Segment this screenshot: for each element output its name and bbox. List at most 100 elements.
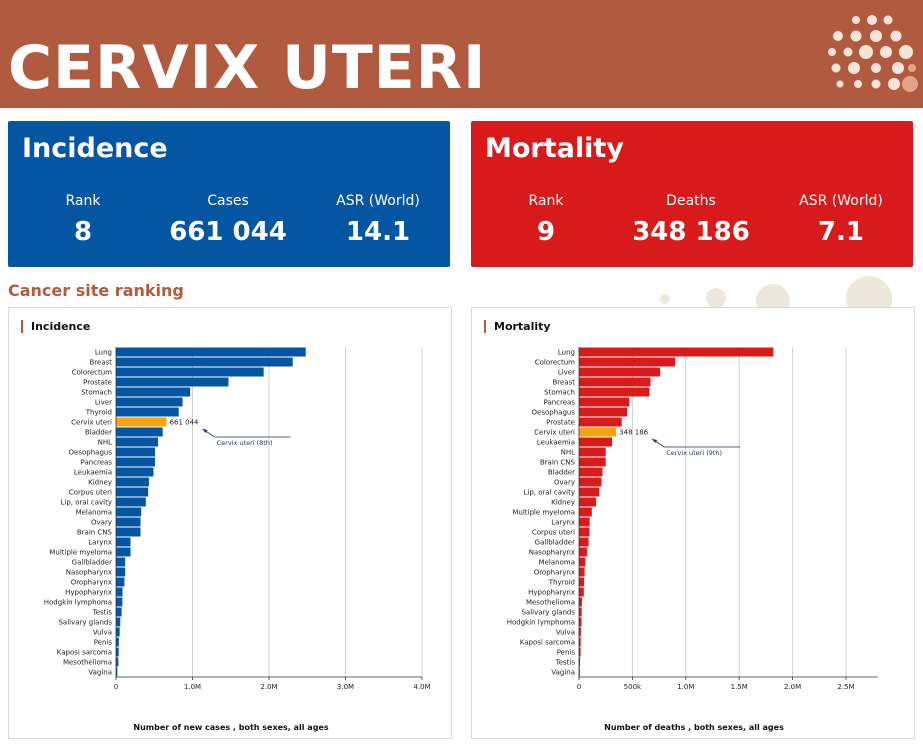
y-tick-label: Oropharynx xyxy=(534,569,575,577)
y-tick-label: Vulva xyxy=(556,629,575,637)
bar xyxy=(579,397,630,407)
bar xyxy=(116,357,293,367)
bar xyxy=(579,427,617,437)
bar xyxy=(116,457,156,467)
mortality-rank-stat: Rank 9 xyxy=(501,193,591,247)
bar xyxy=(579,647,581,657)
bar xyxy=(579,357,676,367)
y-tick-label: Breast xyxy=(89,359,112,367)
y-tick-label: Brain CNS xyxy=(540,459,576,467)
y-tick-label: Leukaemia xyxy=(537,439,575,447)
y-tick-label: Melanoma xyxy=(539,559,575,567)
bar xyxy=(579,577,585,587)
y-tick-label: Mesothelioma xyxy=(63,659,112,667)
y-tick-label: Ovary xyxy=(554,479,575,487)
mortality-chart: 0 500k 1.0M 1.5M 2.0M 2.5M Lung Colorectum Liver… xyxy=(471,307,915,739)
y-tick-label: Thyroid xyxy=(548,579,575,587)
mortality-title: Mortality xyxy=(485,133,624,164)
bar xyxy=(579,627,581,637)
y-tick-label: Hodgkin lymphoma xyxy=(44,599,112,607)
y-tick-label: Liver xyxy=(558,369,575,377)
highlight-value-label: 661 044 xyxy=(170,419,199,427)
y-tick-label: Ovary xyxy=(91,519,112,527)
bar xyxy=(579,467,603,477)
y-tick-label: Kidney xyxy=(551,499,575,507)
y-tick-label: Multiple myeloma xyxy=(49,549,112,557)
bar xyxy=(116,387,191,397)
y-tick-label: Gallbladder xyxy=(535,539,575,547)
bar xyxy=(579,517,590,527)
bar xyxy=(116,627,120,637)
y-tick-label: Salivary glands xyxy=(521,609,575,617)
y-tick-label: Vulva xyxy=(93,629,112,637)
y-tick-label: Prostate xyxy=(83,379,112,387)
bar xyxy=(116,577,125,587)
decorative-dot xyxy=(660,294,670,304)
bar xyxy=(116,447,156,457)
bar xyxy=(116,347,306,357)
annotation-label: Cervix uteri (9th) xyxy=(666,449,722,457)
bar xyxy=(116,537,131,547)
y-tick-label: Nasopharynx xyxy=(529,549,575,557)
bar xyxy=(116,507,142,517)
y-tick-label: Melanoma xyxy=(76,509,112,517)
bar xyxy=(579,587,584,597)
mortality-asr-label: ASR (World) xyxy=(799,193,883,209)
incidence-cases-label: Cases xyxy=(207,193,249,209)
y-tick-label: Bladder xyxy=(85,429,112,437)
incidence-asr-stat: ASR (World) 14.1 xyxy=(318,193,438,247)
y-tick-label: Lip, oral cavity xyxy=(61,499,112,507)
bar xyxy=(116,367,264,377)
bar xyxy=(579,617,582,627)
incidence-chart-title: Incidence xyxy=(21,320,90,333)
y-tick-label: Larynx xyxy=(551,519,575,527)
y-tick-label: Cervix uteri xyxy=(534,429,575,437)
bar xyxy=(116,597,123,607)
bar xyxy=(579,537,589,547)
bar xyxy=(116,667,118,677)
y-tick-label: Colorectum xyxy=(535,359,575,367)
mortality-chart-svg: 0 500k 1.0M 1.5M 2.0M 2.5M Lung Colorectum Liver… xyxy=(507,347,878,691)
mortality-rank-label: Rank xyxy=(528,193,564,209)
y-tick-label: Liver xyxy=(95,399,112,407)
x-tick-label: 2.5M xyxy=(837,683,854,691)
mortality-deaths-stat: Deaths 348 186 xyxy=(621,193,761,247)
bar xyxy=(116,377,229,387)
bar xyxy=(116,397,183,407)
y-tick-label: Hodgkin lymphoma xyxy=(507,619,575,627)
y-tick-label: Kaposi sarcoma xyxy=(57,649,112,657)
mortality-x-axis-label: Number of deaths , both sexes, all ages xyxy=(604,723,784,732)
incidence-rank-stat: Rank 8 xyxy=(38,193,128,247)
annotation-arrow-icon xyxy=(652,439,658,443)
y-tick-label: Mesothelioma xyxy=(526,599,575,607)
mortality-asr-value: 7.1 xyxy=(817,217,865,247)
bar xyxy=(116,407,179,417)
x-tick-label: 1.0M xyxy=(184,683,201,691)
y-tick-label: Bladder xyxy=(548,469,575,477)
bar xyxy=(579,377,651,387)
y-tick-label: Brain CNS xyxy=(77,529,113,537)
y-tick-label: Hypopharynx xyxy=(528,589,575,597)
mortality-deaths-value: 348 186 xyxy=(632,217,750,247)
y-tick-label: Pancreas xyxy=(544,399,576,407)
y-tick-label: Stomach xyxy=(544,389,575,397)
bar xyxy=(116,547,131,557)
y-tick-label: NHL xyxy=(561,449,576,457)
bar xyxy=(116,527,141,537)
y-tick-label: Oesophagus xyxy=(532,409,576,417)
y-tick-label: Lip, oral cavity xyxy=(524,489,575,497)
y-tick-label: Stomach xyxy=(81,389,112,397)
y-tick-label: Penis xyxy=(557,649,576,657)
bar xyxy=(579,447,606,457)
bar xyxy=(116,617,121,627)
incidence-panel: Incidence Rank 8 Cases 661 044 ASR (Worl… xyxy=(8,121,450,267)
bar xyxy=(579,367,661,377)
incidence-cases-stat: Cases 661 044 xyxy=(158,193,298,247)
dots-logo-icon xyxy=(828,15,918,92)
incidence-chart-svg: 0 1.0M 2.0M 3.0M 4.0M Lung Breast Colorectum Pro… xyxy=(44,347,431,691)
page-title: CERVIX UTERI xyxy=(8,33,487,103)
y-tick-label: Multiple myeloma xyxy=(512,509,575,517)
highlight-value-label: 348 186 xyxy=(619,429,648,437)
y-tick-label: Lung xyxy=(95,349,112,357)
y-tick-label: Testis xyxy=(92,609,113,617)
